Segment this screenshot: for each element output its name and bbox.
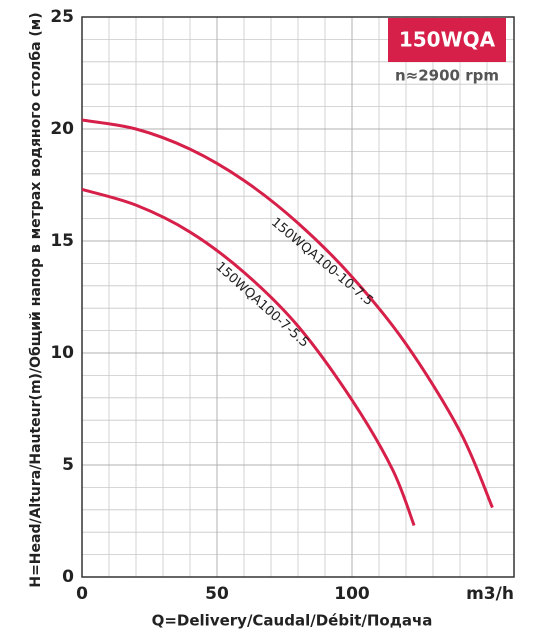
x-tick-label: 50 bbox=[205, 584, 229, 604]
model-badge bbox=[388, 18, 506, 62]
x-axis-label: Q=Delivery/Caudal/Débit/Подача bbox=[152, 612, 433, 630]
y-tick-label: 0 bbox=[62, 567, 74, 587]
y-tick-label: 15 bbox=[50, 231, 74, 251]
speed-subtitle: n≈2900 rpm bbox=[395, 67, 499, 85]
plot-frame bbox=[81, 16, 515, 578]
x-unit-label: m3/h bbox=[466, 584, 514, 604]
pump-curve bbox=[81, 118, 494, 509]
y-tick-label: 20 bbox=[50, 119, 74, 139]
x-tick-label: 100 bbox=[334, 584, 370, 604]
y-axis-label: H=Head/Altura/Hauteur(m)/Общий напор в м… bbox=[28, 12, 44, 587]
pump-curve bbox=[81, 188, 416, 527]
y-tick-label: 10 bbox=[50, 343, 74, 363]
x-tick-label: 0 bbox=[76, 584, 88, 604]
y-tick-label: 5 bbox=[62, 455, 74, 475]
y-tick-label: 25 bbox=[50, 7, 74, 27]
model-title: 150WQA bbox=[399, 28, 496, 52]
